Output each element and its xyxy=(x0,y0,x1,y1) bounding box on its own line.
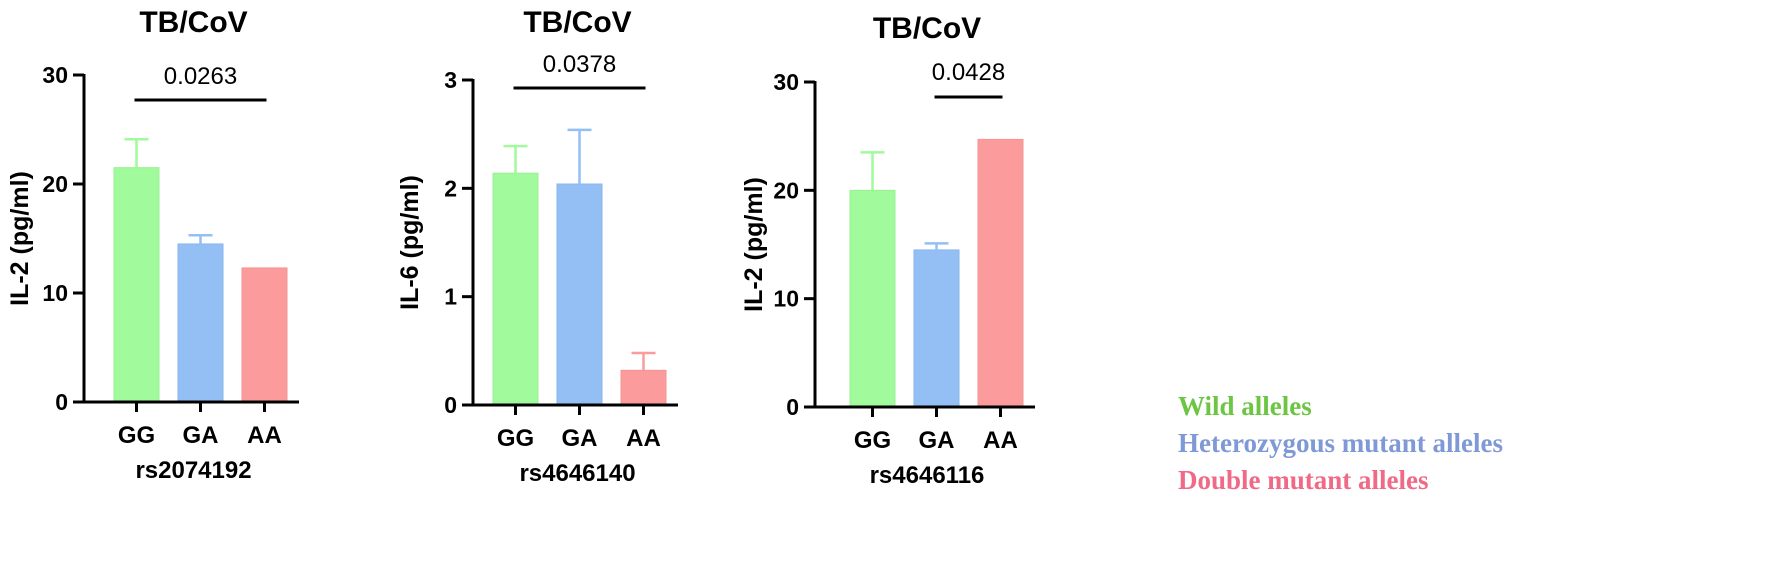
y-tick-label: 0 xyxy=(786,394,799,420)
x-tick-label: GA xyxy=(183,422,219,449)
y-tick-label: 0 xyxy=(444,392,457,418)
bar-gg xyxy=(113,167,160,403)
chart-title: TB/CoV xyxy=(139,6,247,39)
y-tick-label: 2 xyxy=(444,175,457,201)
p-value-label: 0.0428 xyxy=(932,59,1005,86)
bar-gg xyxy=(849,189,896,408)
y-tick-label: 3 xyxy=(444,67,457,93)
y-tick-label: 1 xyxy=(444,284,457,310)
chart-2: TB/CoV GG GA AA 0 1 2 3 rs4646140 IL-6 (pg/ml) 0.0… xyxy=(396,6,678,487)
x-tick-label: GG xyxy=(497,425,534,452)
y-axis-label: IL-2 (pg/ml) xyxy=(740,177,768,312)
y-tick-label: 10 xyxy=(42,280,68,306)
x-tick-label: GG xyxy=(118,422,155,449)
x-tick-label: AA xyxy=(983,427,1018,454)
legend-wild-alleles: Wild alleles xyxy=(1178,391,1312,421)
y-axis-label: IL-6 (pg/ml) xyxy=(396,175,424,310)
x-axis-label: rs4646140 xyxy=(519,460,635,487)
bar-ga xyxy=(913,249,960,408)
p-value-label: 0.0378 xyxy=(543,51,616,78)
y-tick-label: 20 xyxy=(773,177,799,203)
x-tick-label: GA xyxy=(562,425,598,452)
y-tick-label: 20 xyxy=(42,171,68,197)
y-tick-label: 0 xyxy=(55,389,68,415)
x-axis-label: rs2074192 xyxy=(135,457,251,484)
x-axis-label: rs4646116 xyxy=(870,462,985,489)
bar-ga xyxy=(177,243,224,403)
y-tick-label: 30 xyxy=(42,62,68,88)
chart-title: TB/CoV xyxy=(873,12,981,45)
bar-aa xyxy=(977,138,1024,408)
chart-3: TB/CoV GG GA AA 0 10 20 30 rs4646116 IL-2 (pg/ml)… xyxy=(740,12,1035,489)
chart-title: TB/CoV xyxy=(523,6,631,39)
x-tick-label: GG xyxy=(854,427,891,454)
x-tick-label: AA xyxy=(626,425,661,452)
y-tick-label: 10 xyxy=(773,286,799,312)
legend: Wild alleles Heterozygous mutant alleles… xyxy=(1178,388,1768,499)
x-tick-label: GA xyxy=(919,427,955,454)
legend-double-mutant-alleles: Double mutant alleles xyxy=(1178,465,1429,495)
y-tick-label: 30 xyxy=(773,69,799,95)
y-axis-label: IL-2 (pg/ml) xyxy=(6,171,34,306)
x-tick-label: AA xyxy=(247,422,282,449)
bar-aa xyxy=(241,267,288,403)
legend-heterozygous-mutant-alleles: Heterozygous mutant alleles xyxy=(1178,428,1503,458)
bar-gg xyxy=(492,172,539,406)
p-value-label: 0.0263 xyxy=(164,63,237,90)
chart-1: TB/CoV GG GA AA 0 10 20 30 rs2074192 IL-2 (pg/ml)… xyxy=(6,6,299,484)
bar-ga xyxy=(556,183,603,406)
bar-aa xyxy=(620,369,667,406)
